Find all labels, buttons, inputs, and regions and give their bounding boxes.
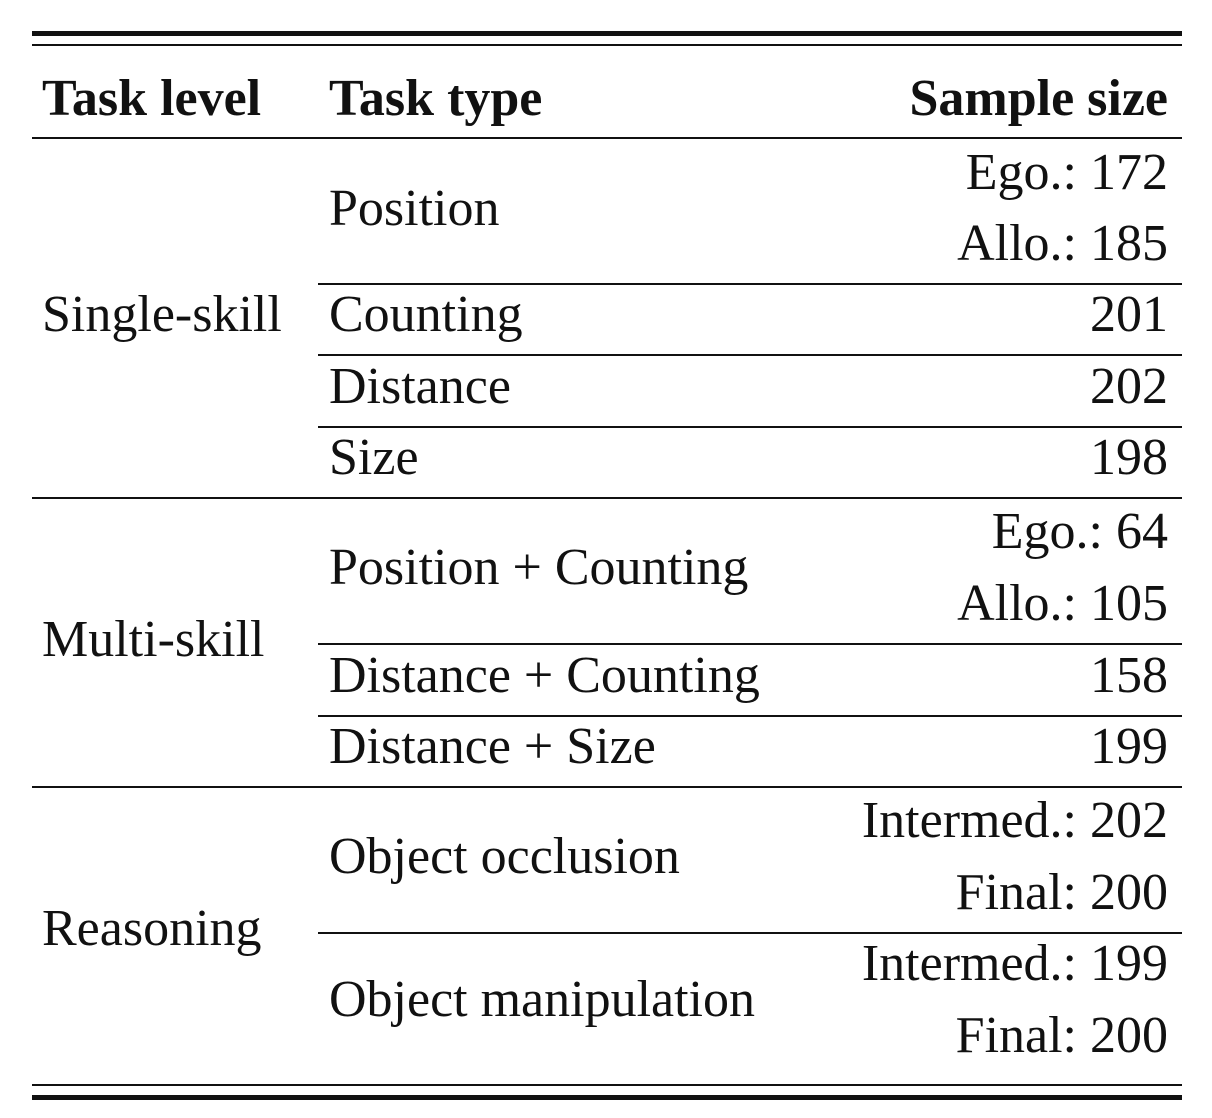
task-type-object-manipulation: Object manipulation xyxy=(329,971,756,1028)
bottom-rule-thick xyxy=(32,1095,1182,1100)
top-rule-thick xyxy=(32,31,1182,36)
task-type-position: Position xyxy=(329,180,500,237)
task-level-single-skill: Single-skill xyxy=(42,286,282,343)
sample-occlusion-final: Final: 200 xyxy=(955,864,1168,921)
sample-size: 198 xyxy=(1090,429,1168,486)
sample-position-counting-ego: Ego.: 64 xyxy=(991,503,1168,560)
task-type-distance-size: Distance + Size xyxy=(329,718,656,775)
sample-position-allo: Allo.: 185 xyxy=(957,215,1168,272)
bottom-rule-thin xyxy=(32,1084,1182,1086)
sample-occlusion-intermed: Intermed.: 202 xyxy=(861,792,1168,849)
task-type-counting: Counting xyxy=(329,286,523,343)
header-rule xyxy=(32,137,1182,139)
sample-position-counting-allo: Allo.: 105 xyxy=(957,575,1168,632)
task-type-position-counting: Position + Counting xyxy=(329,539,749,596)
group-rule xyxy=(32,497,1182,499)
task-type-object-occlusion: Object occlusion xyxy=(329,828,680,885)
task-level-multi-skill: Multi-skill xyxy=(42,611,265,668)
header-task-level: Task level xyxy=(42,70,262,127)
task-type-size: Size xyxy=(329,429,419,486)
header-sample-size: Sample size xyxy=(909,70,1168,127)
sample-distance-counting: 158 xyxy=(1090,647,1168,704)
sample-position-ego: Ego.: 172 xyxy=(965,144,1168,201)
task-level-reasoning: Reasoning xyxy=(42,900,262,957)
top-rule-thin xyxy=(32,44,1182,46)
task-type-distance-counting: Distance + Counting xyxy=(329,647,760,704)
sample-distance: 202 xyxy=(1090,358,1168,415)
row-rule xyxy=(318,354,1182,356)
row-rule xyxy=(318,426,1182,428)
sample-manipulation-final: Final: 200 xyxy=(955,1007,1168,1064)
row-rule xyxy=(318,643,1182,645)
sample-manipulation-intermed: Intermed.: 199 xyxy=(861,935,1168,992)
sample-counting: 201 xyxy=(1090,286,1168,343)
row-rule xyxy=(318,283,1182,285)
row-rule xyxy=(318,715,1182,717)
group-rule xyxy=(32,786,1182,788)
sample-distance-size: 199 xyxy=(1090,718,1168,775)
header-task-type: Task type xyxy=(329,70,543,127)
row-rule xyxy=(318,932,1182,934)
task-type-distance: Distance xyxy=(329,358,511,415)
